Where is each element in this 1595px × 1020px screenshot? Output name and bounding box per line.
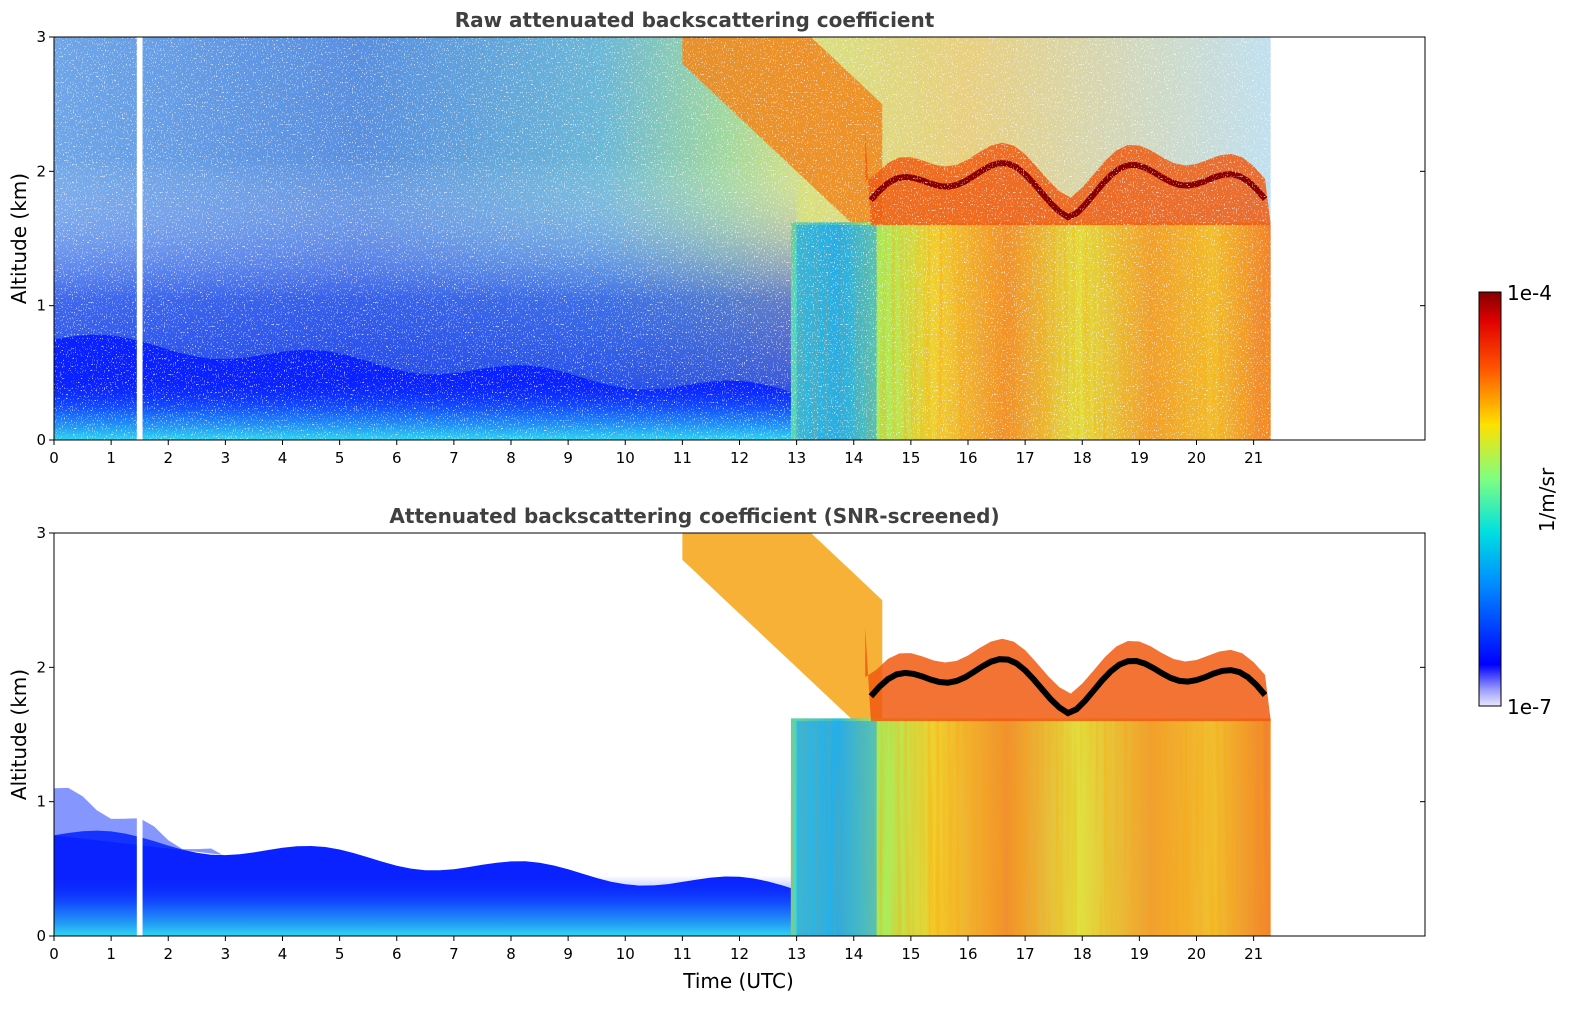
- x-tick-label: 17: [1016, 945, 1035, 963]
- x-tick-label: 18: [1073, 449, 1092, 467]
- raw-panel: Raw attenuated backscattering coefficien…: [7, 8, 1426, 467]
- x-tick-label: 3: [221, 449, 231, 467]
- noise-texture: [54, 37, 1271, 440]
- colorbar: 1e-4 1e-7 1/m/sr: [1478, 281, 1559, 719]
- y-axis: 0 1 2 3: [36, 28, 1425, 449]
- x-tick-label: 10: [616, 945, 635, 963]
- x-tick-label: 5: [335, 945, 345, 963]
- x-tick-label: 11: [673, 449, 692, 467]
- x-tick-label: 8: [506, 449, 516, 467]
- x-tick-label: 14: [844, 945, 863, 963]
- x-tick-label: 6: [392, 945, 402, 963]
- x-tick-label: 8: [506, 945, 516, 963]
- colorbar-max-label: 1e-4: [1507, 281, 1552, 305]
- x-tick-label: 6: [392, 449, 402, 467]
- x-tick-label: 20: [1187, 449, 1206, 467]
- y-tick-label: 3: [36, 524, 46, 542]
- y-tick-label: 3: [36, 28, 46, 46]
- missing-data-gap: [136, 533, 143, 936]
- x-axis: 0 1 2 3 4 5 6 7 8 9 10 11 12 13 14 15 16 17 18 19 20 21: [49, 440, 1263, 467]
- x-tick-label: 9: [563, 449, 573, 467]
- y-axis: 0 1 2 3: [36, 524, 1425, 945]
- x-axis-label: Time (UTC): [682, 969, 794, 993]
- x-tick-label: 0: [49, 945, 59, 963]
- x-tick-label: 17: [1016, 449, 1035, 467]
- x-tick-label: 12: [730, 945, 749, 963]
- y-tick-label: 1: [36, 793, 46, 811]
- x-tick-label: 2: [163, 945, 173, 963]
- chart-title: Raw attenuated backscattering coefficien…: [455, 8, 935, 32]
- x-tick-label: 1: [106, 449, 116, 467]
- surface-layer: [54, 875, 797, 936]
- early-streaks: [796, 721, 877, 936]
- descending-cloud: [682, 533, 883, 748]
- x-tick-label: 9: [563, 945, 573, 963]
- y-axis-label: Altitude (km): [7, 669, 31, 800]
- x-tick-label: 19: [1130, 945, 1149, 963]
- x-tick-label: 3: [221, 945, 231, 963]
- chart-title: Attenuated backscattering coefficient (S…: [389, 504, 999, 528]
- y-tick-label: 0: [36, 431, 46, 449]
- cloud-top-peak: [868, 656, 1268, 717]
- missing-data-gap: [136, 37, 143, 440]
- x-tick-label: 1: [106, 945, 116, 963]
- x-tick-label: 18: [1073, 945, 1092, 963]
- x-axis: 0 1 2 3 4 5 6 7 8 9 10 11 12 13 14 15 16 17 18 19 20 21: [49, 936, 1263, 963]
- x-tick-label: 4: [278, 449, 288, 467]
- x-tick-label: 5: [335, 449, 345, 467]
- x-tick-label: 4: [278, 945, 288, 963]
- screened-panel: Attenuated backscattering coefficient (S…: [7, 504, 1426, 993]
- x-tick-label: 21: [1244, 945, 1263, 963]
- cloud-layer: [865, 627, 1271, 722]
- y-tick-label: 2: [36, 658, 46, 676]
- y-tick-label: 1: [36, 297, 46, 315]
- x-tick-label: 16: [958, 449, 977, 467]
- x-tick-label: 2: [163, 449, 173, 467]
- x-tick-label: 16: [958, 945, 977, 963]
- y-tick-label: 2: [36, 162, 46, 180]
- x-tick-label: 10: [616, 449, 635, 467]
- backscatter-field: [54, 533, 1271, 936]
- x-tick-label: 7: [449, 945, 459, 963]
- x-tick-label: 12: [730, 449, 749, 467]
- x-tick-label: 11: [673, 945, 692, 963]
- x-tick-label: 14: [844, 449, 863, 467]
- backscatter-field: [54, 37, 1271, 440]
- x-tick-label: 15: [901, 945, 920, 963]
- x-tick-label: 13: [787, 449, 806, 467]
- x-tick-label: 19: [1130, 449, 1149, 467]
- x-tick-label: 21: [1244, 449, 1263, 467]
- colorbar-unit-label: 1/m/sr: [1535, 467, 1559, 532]
- colorbar-min-label: 1e-7: [1507, 695, 1552, 719]
- x-tick-label: 15: [901, 449, 920, 467]
- x-tick-label: 13: [787, 945, 806, 963]
- colorbar-gradient: [1478, 291, 1502, 707]
- x-tick-label: 0: [49, 449, 59, 467]
- y-axis-label: Altitude (km): [7, 173, 31, 304]
- x-tick-label: 20: [1187, 945, 1206, 963]
- y-tick-label: 0: [36, 927, 46, 945]
- x-tick-label: 7: [449, 449, 459, 467]
